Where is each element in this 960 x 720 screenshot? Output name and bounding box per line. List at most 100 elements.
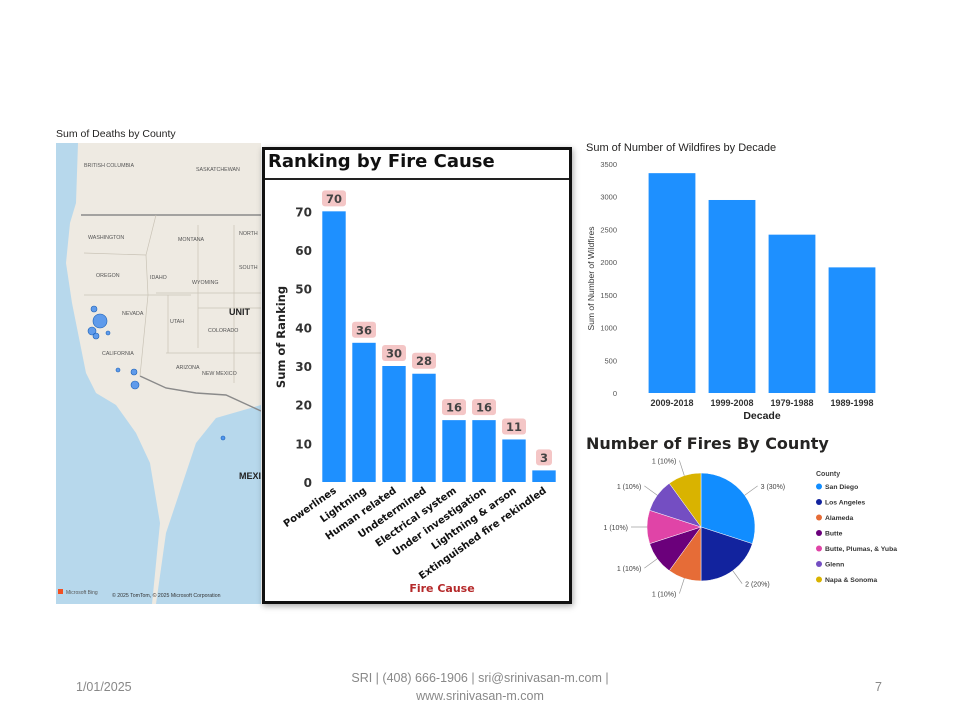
pie-legend-item: Los Angeles xyxy=(825,500,865,507)
decade-x-axis-label: Decade xyxy=(743,410,781,422)
decade-x-tick: 1979-1988 xyxy=(770,398,813,408)
ranking-title-divider xyxy=(265,178,569,180)
ranking-data-label: 70 xyxy=(326,192,342,206)
pie-legend-swatch xyxy=(816,576,822,583)
ranking-bar xyxy=(502,439,526,482)
map-bubble xyxy=(90,305,98,313)
map-label: IDAHO xyxy=(150,275,167,281)
map-label: WYOMING xyxy=(192,280,218,286)
decade-chart-title: Sum of Number of Wildfires by Decade xyxy=(586,142,777,154)
pie-chart-title: Number of Fires By County xyxy=(586,434,829,453)
map-bubble xyxy=(105,330,111,336)
pie-data-label: 1 (10%) xyxy=(617,484,642,491)
pie-leader-line xyxy=(732,570,743,584)
ranking-data-label-bg xyxy=(472,399,496,416)
pie-data-label: 1 (10%) xyxy=(603,525,628,532)
map-attribution: © 2025 TomTom, © 2025 Microsoft Corporat… xyxy=(112,592,221,599)
pie-legend-swatch xyxy=(816,561,822,567)
map-label: MEXI xyxy=(239,471,261,481)
map-bubble xyxy=(130,368,138,376)
map-bubble xyxy=(130,380,140,390)
pie-legend-swatch xyxy=(816,545,822,552)
pie-data-label: 2 (20%) xyxy=(745,582,770,589)
map-bubble xyxy=(115,367,121,373)
map-label: BRITISH COLUMBIA xyxy=(84,163,135,169)
decade-x-tick: 1989-1998 xyxy=(830,398,873,408)
pie-legend-item: Alameda xyxy=(825,515,854,522)
ranking-x-axis-label: Fire Cause xyxy=(409,582,474,595)
ranking-chart-title: Ranking by Fire Cause xyxy=(268,151,495,172)
map-bubble xyxy=(87,326,97,336)
pie-legend-item: Napa & Sonoma xyxy=(825,577,877,584)
pie-legend-item: Butte, Plumas, & Yuba xyxy=(825,546,897,553)
pie-slice xyxy=(700,526,753,582)
pie-leader-line xyxy=(679,578,685,594)
ranking-data-label: 28 xyxy=(416,354,432,368)
ranking-bar xyxy=(322,211,346,483)
ranking-data-label: 16 xyxy=(446,401,462,415)
county-pie-chart[interactable]: 3 (30%) 2 (20%) 1 (10%) 1 (10%) 1 (10%) 1 (10… xyxy=(580,458,910,598)
map-label: WASHINGTON xyxy=(88,235,124,241)
ranking-data-label-bg xyxy=(382,345,406,361)
ranking-data-label: 30 xyxy=(386,347,402,361)
ranking-data-label-bg xyxy=(352,321,376,338)
ranking-bar xyxy=(412,373,436,482)
decade-y-tick: 3000 xyxy=(600,193,617,202)
map-bubble xyxy=(92,332,100,340)
ranking-bar xyxy=(532,470,556,482)
ranking-y-axis-label: Sum of Ranking xyxy=(274,286,288,388)
ranking-data-label-bg xyxy=(322,190,346,207)
ranking-data-label: 3 xyxy=(540,451,548,465)
pie-legend-item: Butte xyxy=(825,531,843,538)
ranking-bar xyxy=(352,342,376,482)
map-label: ARIZONA xyxy=(176,365,200,371)
decade-bar xyxy=(708,199,756,393)
decade-y-tick: 1500 xyxy=(600,291,617,300)
map-bubble xyxy=(220,435,226,441)
map-labels: BRITISH COLUMBIA SASKATCHEWAN WASHINGTON MO… xyxy=(84,163,261,481)
pie-leader-line xyxy=(744,485,758,496)
pie-leader-line xyxy=(644,558,658,569)
decade-y-tick: 2500 xyxy=(600,225,617,234)
map-label: UNIT xyxy=(229,307,250,317)
map-label: NEW MEXICO xyxy=(202,371,237,377)
decade-y-tick: 2000 xyxy=(600,258,617,267)
ranking-data-label: 16 xyxy=(476,401,492,415)
map-label: OREGON xyxy=(96,273,120,279)
ranking-bar xyxy=(472,420,496,482)
decade-chart[interactable]: 0 500 1000 1500 2000 2500 3000 3500 Sum of Numbe… xyxy=(580,156,910,428)
decade-y-tick: 1000 xyxy=(600,324,617,333)
pie-leader-line xyxy=(644,485,658,496)
deaths-by-county-map[interactable]: BRITISH COLUMBIA SASKATCHEWAN WASHINGTON MO… xyxy=(56,143,261,604)
ranking-y-tick: 20 xyxy=(295,399,312,413)
microsoft-logo-icon xyxy=(58,589,63,594)
ranking-data-label-bg xyxy=(536,449,552,466)
ranking-y-tick: 0 xyxy=(304,476,312,490)
footer-page-number: 7 xyxy=(875,680,882,694)
map-label: SASKATCHEWAN xyxy=(196,167,240,173)
ranking-data-label: 36 xyxy=(356,323,372,337)
ranking-bar xyxy=(442,420,466,482)
pie-slice xyxy=(668,472,702,528)
pie-data-label: 1 (10%) xyxy=(652,592,677,598)
map-bubble xyxy=(92,313,108,329)
footer-contact-line2[interactable]: www.srinivasan-m.com xyxy=(416,689,544,703)
ranking-data-label-bg xyxy=(502,418,526,435)
decade-y-tick: 0 xyxy=(613,389,617,398)
footer-contact-line1: SRI | (408) 666-1906 | sri@srinivasan-m.… xyxy=(351,671,609,685)
ranking-y-tick: 30 xyxy=(295,360,312,374)
ranking-data-label-bg xyxy=(412,352,436,369)
map-state-lines xyxy=(83,214,261,383)
ranking-data-label-bg xyxy=(442,399,466,416)
map-label: COLORADO xyxy=(208,328,238,334)
decade-bar xyxy=(648,173,696,393)
pie-legend-swatch xyxy=(816,483,822,490)
pie-legend-item: San Diego xyxy=(825,484,858,491)
pie-legend-swatch xyxy=(816,530,822,536)
ranking-bar xyxy=(382,366,406,482)
map-label: SOUTH xyxy=(239,265,258,271)
pie-legend-title: County xyxy=(816,471,840,478)
ranking-y-tick: 10 xyxy=(295,437,312,451)
pie-slice xyxy=(700,472,756,545)
